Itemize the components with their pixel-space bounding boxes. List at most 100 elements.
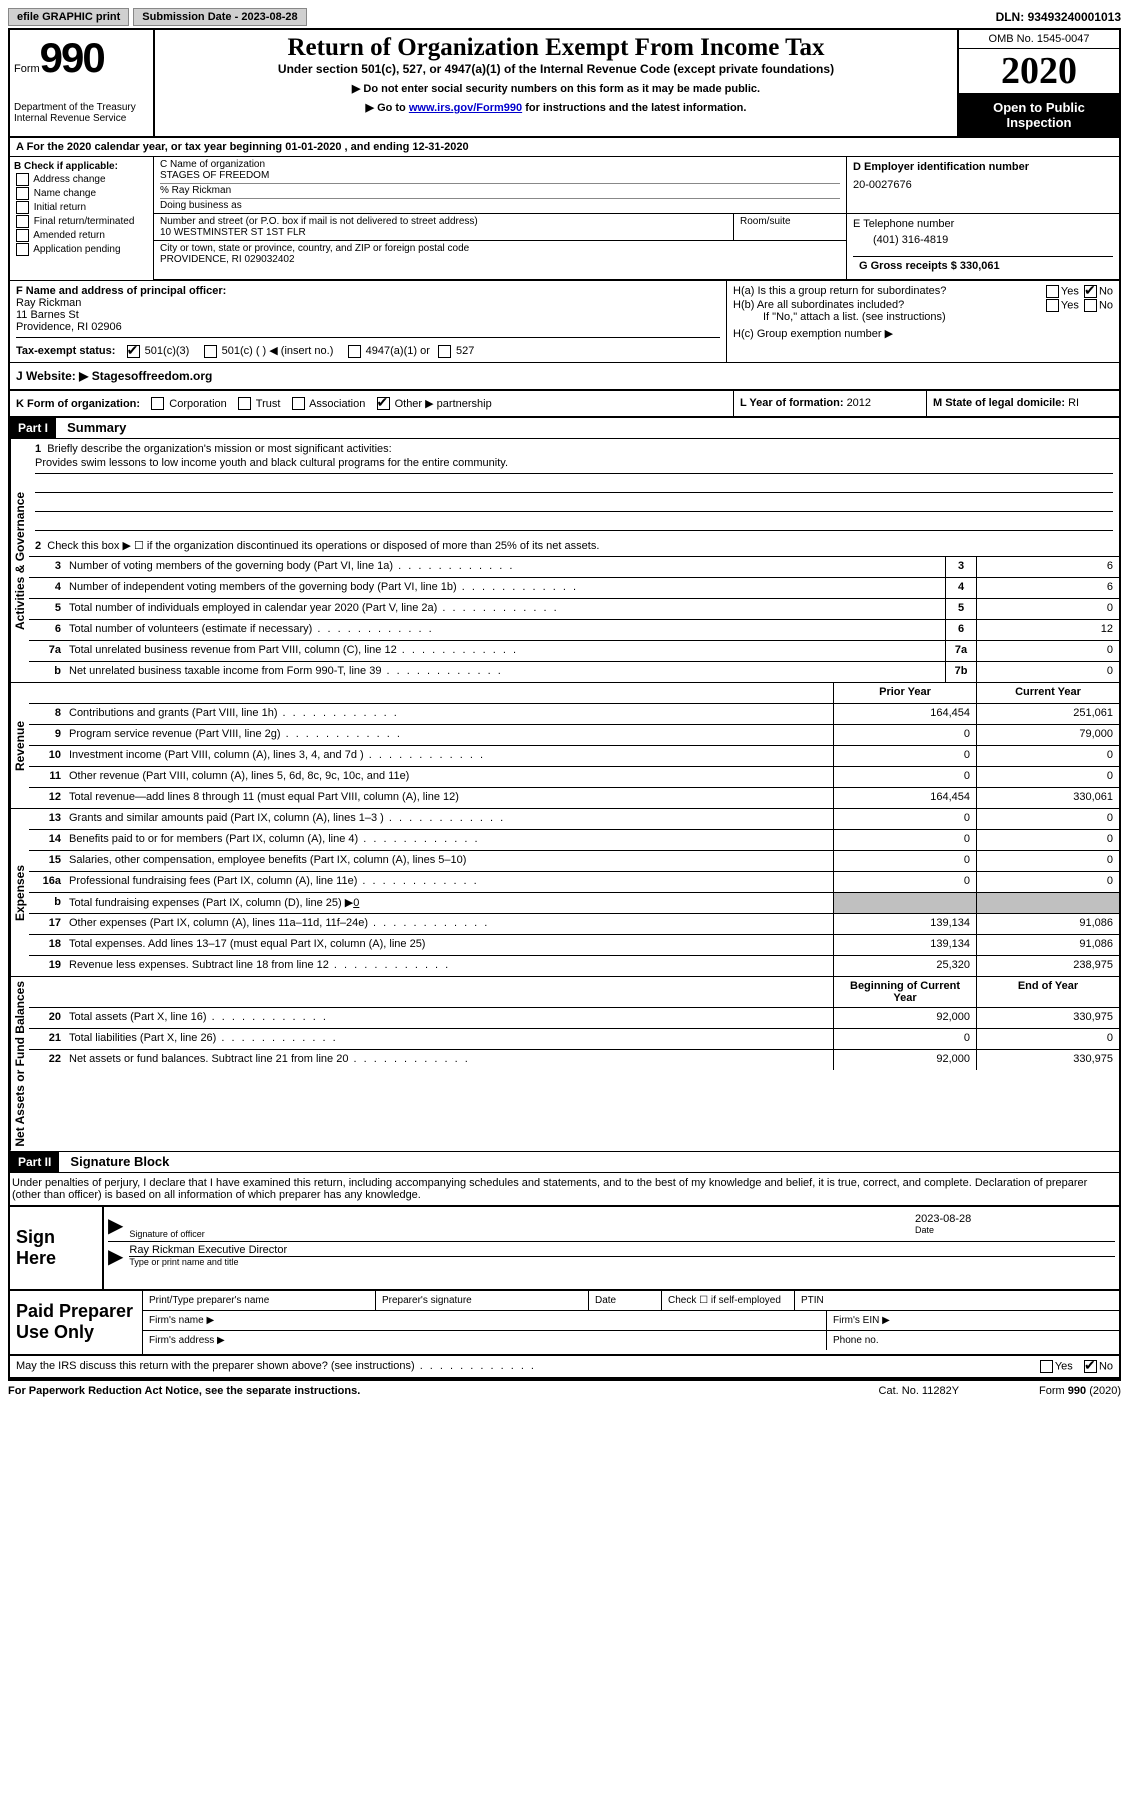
l7a-text: Total unrelated business revenue from Pa… — [65, 641, 945, 661]
form-number: Form990 — [14, 34, 149, 82]
rev-content: Prior YearCurrent Year 8Contributions an… — [29, 683, 1119, 808]
prep-row2: Firm's name ▶ Firm's EIN ▶ — [143, 1311, 1119, 1331]
dln-value: 93493240001013 — [1028, 10, 1121, 24]
v5: 0 — [976, 599, 1119, 619]
part1-badge: Part I — [10, 418, 56, 438]
chk-527[interactable] — [438, 345, 451, 358]
hdr-curr: Current Year — [976, 683, 1119, 703]
sig-officer-row: ▶ Signature of officer 2023-08-28 Date — [108, 1211, 1115, 1242]
l3-text: Number of voting members of the governin… — [65, 557, 945, 577]
hb-no[interactable] — [1084, 299, 1097, 312]
row-g: G Gross receipts $ 330,061 — [853, 256, 1113, 275]
form-container: Form990 Department of the Treasury Inter… — [8, 28, 1121, 1381]
officer-addr1: 11 Barnes St — [16, 309, 720, 321]
cat-no: Cat. No. 11282Y — [879, 1385, 960, 1397]
l2-text: Check this box ▶ ☐ if the organization d… — [47, 540, 599, 552]
line21: 21Total liabilities (Part X, line 26)00 — [29, 1028, 1119, 1049]
chk-501c3[interactable] — [127, 345, 140, 358]
efile-button[interactable]: efile GRAPHIC print — [8, 8, 129, 26]
ein-value: 20-0027676 — [853, 179, 1113, 191]
sig-date-label: Date — [915, 1225, 1115, 1235]
street-block: Number and street (or P.O. box if mail i… — [154, 214, 733, 240]
chk-corp[interactable] — [151, 397, 164, 410]
hb-note: If "No," attach a list. (see instruction… — [763, 311, 1113, 323]
discuss-no[interactable] — [1084, 1360, 1097, 1373]
sig-date: 2023-08-28 — [915, 1213, 1115, 1225]
l5-text: Total number of individuals employed in … — [65, 599, 945, 619]
tax-status-label: Tax-exempt status: — [16, 345, 115, 357]
header-right: OMB No. 1545-0047 2020 Open to Public In… — [957, 30, 1119, 136]
name-block: C Name of organization STAGES OF FREEDOM… — [154, 157, 846, 213]
chk-501c[interactable] — [204, 345, 217, 358]
line7a: 7aTotal unrelated business revenue from … — [29, 640, 1119, 661]
side-revenue: Revenue — [10, 683, 29, 808]
chk-amended[interactable]: Amended return — [14, 229, 149, 242]
firm-ein-label: Firm's EIN ▶ — [827, 1311, 1119, 1330]
chk-address-change[interactable]: Address change — [14, 173, 149, 186]
line20: 20Total assets (Part X, line 16)92,00033… — [29, 1007, 1119, 1028]
chk-final-return[interactable]: Final return/terminated — [14, 215, 149, 228]
hb-yes[interactable] — [1046, 299, 1059, 312]
v7b: 0 — [976, 662, 1119, 682]
chk-assoc[interactable] — [292, 397, 305, 410]
paid-preparer-section: Paid Preparer Use Only Print/Type prepar… — [10, 1289, 1119, 1356]
l6-text: Total number of volunteers (estimate if … — [65, 620, 945, 640]
line16a: 16aProfessional fundraising fees (Part I… — [29, 871, 1119, 892]
dba-label: Doing business as — [160, 198, 840, 211]
chk-4947[interactable] — [348, 345, 361, 358]
line16b: bTotal fundraising expenses (Part IX, co… — [29, 892, 1119, 913]
fhi-row: F Name and address of principal officer:… — [10, 280, 1119, 363]
line4: 4Number of independent voting members of… — [29, 577, 1119, 598]
line19: 19Revenue less expenses. Subtract line 1… — [29, 955, 1119, 976]
line22: 22Net assets or fund balances. Subtract … — [29, 1049, 1119, 1070]
v6: 12 — [976, 620, 1119, 640]
chk-name-change[interactable]: Name change — [14, 187, 149, 200]
other-val: partnership — [437, 398, 492, 410]
chk-trust[interactable] — [238, 397, 251, 410]
row-a-mid: , and ending — [341, 141, 412, 153]
hdr-end: End of Year — [976, 977, 1119, 1007]
form-header: Form990 Department of the Treasury Inter… — [10, 30, 1119, 138]
prep-name-label: Print/Type preparer's name — [143, 1291, 376, 1310]
form-org-label: K Form of organization: — [16, 398, 140, 410]
officer-label: F Name and address of principal officer: — [16, 285, 720, 297]
prep-row3: Firm's address ▶ Phone no. — [143, 1331, 1119, 1350]
net-header: Beginning of Current YearEnd of Year — [29, 977, 1119, 1007]
discuss-yes[interactable] — [1040, 1360, 1053, 1373]
gov-content: 1 Briefly describe the organization's mi… — [29, 439, 1119, 682]
org-name: STAGES OF FREEDOM — [160, 170, 840, 181]
form-num: 990 — [40, 34, 104, 81]
part2-badge: Part II — [10, 1152, 59, 1172]
row-a-end: 12-31-2020 — [412, 141, 468, 153]
line7b: bNet unrelated business taxable income f… — [29, 661, 1119, 682]
side-expenses: Expenses — [10, 809, 29, 976]
col-f-officer: F Name and address of principal officer:… — [10, 281, 726, 362]
summary-expenses: Expenses 13Grants and similar amounts pa… — [10, 808, 1119, 976]
part1-title: Summary — [59, 420, 126, 435]
care-of: % Ray Rickman — [160, 183, 840, 196]
room-label: Room/suite — [740, 216, 840, 227]
mission-blank3 — [35, 512, 1113, 531]
firm-name-label: Firm's name ▶ — [143, 1311, 827, 1330]
chk-initial-return[interactable]: Initial return — [14, 201, 149, 214]
ha-no[interactable] — [1084, 285, 1097, 298]
gross-receipts-label: G Gross receipts $ — [859, 260, 960, 272]
summary-revenue: Revenue Prior YearCurrent Year 8Contribu… — [10, 682, 1119, 808]
firm-phone-label: Phone no. — [827, 1331, 1119, 1350]
ein-label: D Employer identification number — [853, 161, 1113, 173]
line13: 13Grants and similar amounts paid (Part … — [29, 809, 1119, 829]
ha-yes[interactable] — [1046, 285, 1059, 298]
l16b-text: Total fundraising expenses (Part IX, col… — [65, 893, 833, 913]
address-left: Number and street (or P.O. box if mail i… — [154, 214, 846, 279]
opt-527: 527 — [456, 345, 474, 357]
chk-app-pending[interactable]: Application pending — [14, 243, 149, 256]
line3: 3Number of voting members of the governi… — [29, 556, 1119, 577]
subdate-value: 2023-08-28 — [241, 11, 297, 23]
instruct-ssn: ▶ Do not enter social security numbers o… — [163, 82, 949, 95]
tax-year: 2020 — [959, 49, 1119, 94]
instruct-link: ▶ Go to www.irs.gov/Form990 for instruct… — [163, 101, 949, 114]
dln: DLN: 93493240001013 — [996, 10, 1121, 24]
chk-other[interactable] — [377, 397, 390, 410]
line18: 18Total expenses. Add lines 13–17 (must … — [29, 934, 1119, 955]
irs-link[interactable]: www.irs.gov/Form990 — [409, 102, 522, 114]
